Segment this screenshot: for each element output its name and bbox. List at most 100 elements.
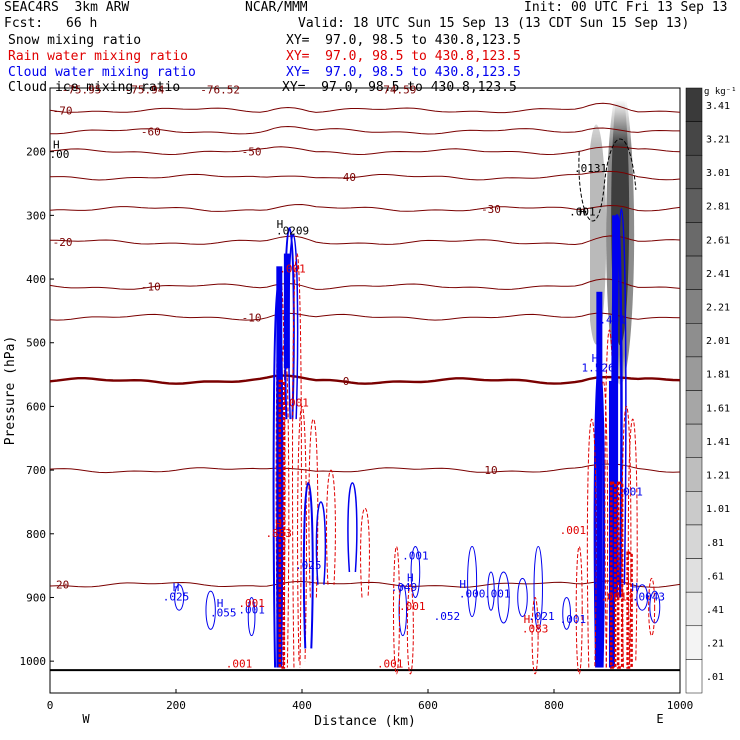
x-axis-title: Distance (km) (314, 714, 416, 729)
isotherm-line (49, 463, 681, 474)
isotherm-label: -50 (242, 146, 262, 159)
colorbar-cell (685, 423, 703, 458)
isotherm-label: -60 (141, 125, 161, 138)
ice-value-label: .0209 (276, 224, 309, 237)
rain-contour (393, 546, 400, 675)
isotherm-line (49, 374, 681, 385)
y-tick-label: 600 (26, 400, 46, 413)
colorbar-label: .81 (706, 538, 724, 549)
cloud-contour (487, 571, 495, 611)
isotherm-label: -20 (53, 236, 73, 249)
rain-contour (575, 546, 583, 675)
east-label: E (656, 712, 663, 726)
colorbar-label: .01 (706, 672, 724, 683)
field-cloud-name: Cloud water mixing ratio (8, 65, 196, 80)
rain-contour (627, 418, 638, 662)
rain-contour (648, 577, 656, 637)
valid-time: Valid: 18 UTC Sun 15 Sep 13 (13 CDT Sun … (298, 16, 690, 31)
cloud-contour (410, 546, 421, 598)
fcst-value: 66 h (66, 16, 98, 31)
colorbar-label: 1.01 (706, 504, 730, 515)
rain-contour (326, 469, 336, 585)
rain-core (616, 481, 624, 669)
isotherm-line (50, 125, 680, 135)
y-axis-title: Pressure (hPa) (3, 336, 18, 446)
cloud-contour (636, 584, 649, 611)
colorbar-cell (685, 87, 703, 122)
cloud-value-label: .451 (599, 314, 626, 327)
cloud-value-label: .049 (391, 581, 418, 594)
colorbar-label: .21 (706, 639, 724, 650)
max-marker: H (173, 581, 180, 594)
max-marker: H (275, 517, 282, 530)
cloud-value-label: .055 (210, 607, 237, 620)
rain-contour (531, 596, 539, 675)
colorbar-label: .61 (706, 571, 724, 582)
rain-core (278, 379, 286, 669)
rain-value-label: .001 (282, 396, 309, 409)
isotherm-label: -70 (53, 104, 73, 117)
colorbar-cell (685, 255, 703, 290)
tropopause-label: -75.94 (125, 84, 165, 97)
colorbar-cell (685, 323, 703, 358)
field-snow-name: Snow mixing ratio (8, 33, 142, 48)
cloud-value-label: .000 (459, 587, 486, 600)
colorbar-cell (685, 390, 703, 425)
colorbar-label: 2.61 (706, 235, 730, 246)
max-marker: H (53, 139, 60, 152)
x-tick-label: 600 (418, 699, 438, 712)
rain-contour (360, 507, 370, 598)
rain-contour (586, 418, 597, 668)
colorbar-cell (685, 121, 703, 156)
rain-value-label: .001 (226, 658, 253, 671)
colorbar-label: 1.81 (706, 370, 730, 381)
colorbar-label: 1.61 (706, 403, 730, 414)
cloud-contour (562, 596, 571, 630)
rain-contour (621, 405, 632, 668)
y-tick-label: 500 (26, 337, 46, 350)
cloud-value-label: .0043 (632, 591, 665, 604)
x-tick-label: 400 (292, 699, 312, 712)
colorbar-cell (685, 457, 703, 492)
cloud-contour (467, 546, 478, 618)
max-marker: H (631, 581, 638, 594)
isotherm-line (49, 102, 681, 114)
rain-value-label: .083 (522, 623, 549, 636)
max-marker: H (579, 205, 586, 218)
y-tick-label: 800 (26, 528, 46, 541)
plot-frame (49, 87, 681, 694)
colorbar-cell (685, 625, 703, 660)
isotherm-label: 10 (484, 464, 497, 477)
west-label: W (82, 712, 90, 726)
isotherm-label: 0 (343, 375, 350, 388)
isotherm-line (49, 580, 681, 588)
colorbar-cell (685, 222, 703, 257)
x-tick-label: 1000 (667, 699, 694, 712)
rain-contour (297, 405, 307, 662)
y-tick-label: 200 (26, 146, 46, 159)
y-tick-label: 700 (26, 464, 46, 477)
cloud-value-label: .001 (402, 549, 429, 562)
isotherm-line (49, 146, 681, 156)
cloud-value-label: .001 (616, 486, 643, 499)
rain-value-label: .001 (279, 263, 306, 276)
isotherm-line (49, 203, 681, 212)
colorbar-label: 3.41 (706, 101, 730, 112)
colorbar-unit: g kg⁻¹ (704, 87, 737, 97)
colorbar-label: 3.01 (706, 168, 730, 179)
y-tick-label: 900 (26, 591, 46, 604)
colorbar-label: 1.21 (706, 471, 730, 482)
max-marker: H (524, 613, 531, 626)
colorbar-cell (685, 289, 703, 324)
colorbar-label: 2.41 (706, 269, 730, 280)
cloud-contour (174, 584, 185, 611)
field-rain-name: Rain water mixing ratio (8, 49, 189, 64)
x-tick-label: 200 (166, 699, 186, 712)
colorbar-label: 1.41 (706, 437, 730, 448)
isotherm-label: -10 (141, 281, 161, 294)
rain-contour (604, 329, 615, 668)
field-snow-xy: XY= 97.0, 98.5 to 430.8,123.5 (286, 33, 521, 48)
colorbar-label: .41 (706, 605, 724, 616)
cloud-value-label: .001 (560, 613, 587, 626)
